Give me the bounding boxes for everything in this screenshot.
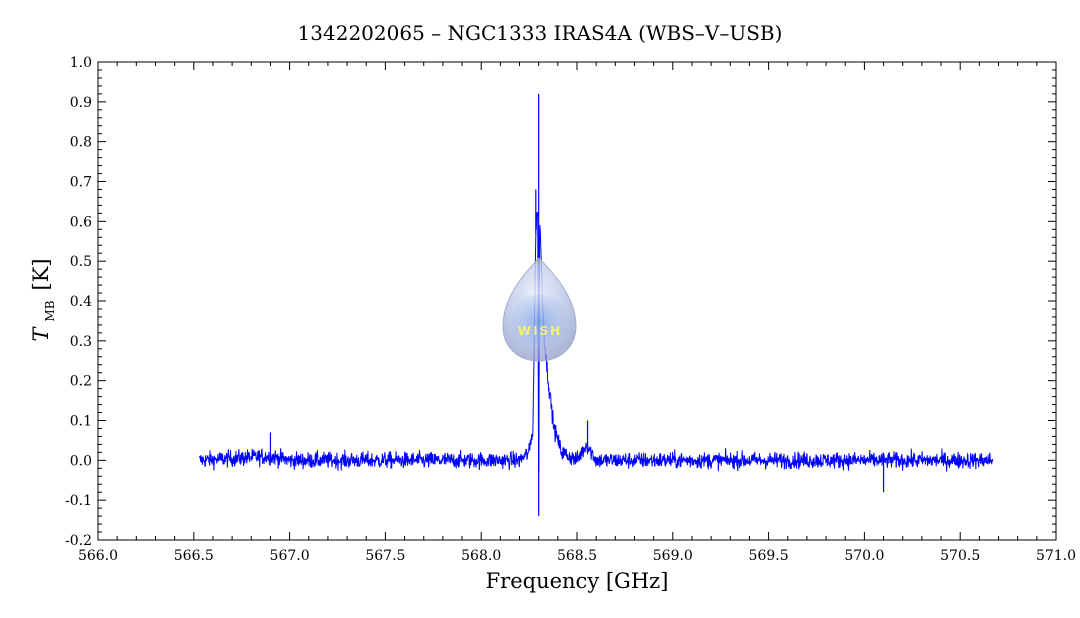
x-tick-label: 566.5: [174, 548, 214, 564]
spectrum-line: [199, 211, 994, 472]
svg-text:T MB [K]: T MB [K]: [29, 258, 58, 341]
x-tick-label: 569.5: [749, 548, 789, 564]
x-tick-label: 570.5: [940, 548, 980, 564]
x-tick-label: 566.0: [78, 548, 118, 564]
plot-area: [97, 61, 1057, 541]
y-tick-label: 0.2: [70, 374, 92, 390]
y-axis-label-unit: [K]: [29, 258, 53, 290]
y-tick-label: 0.9: [70, 95, 92, 111]
y-tick-label: 0.0: [70, 453, 92, 469]
x-tick-label: 568.0: [461, 548, 501, 564]
y-tick-label: -0.1: [65, 493, 92, 509]
y-tick-label: 0.3: [70, 334, 92, 350]
x-axis-label: Frequency [GHz]: [486, 569, 669, 593]
x-tick-label: 570.0: [844, 548, 884, 564]
x-tick-label: 567.5: [365, 548, 405, 564]
y-tick-label: 1.0: [70, 55, 92, 71]
chart-title: 1342202065 – NGC1333 IRAS4A (WBS–V–USB): [298, 21, 783, 45]
y-tick-label: 0.1: [70, 414, 92, 430]
y-tick-label: 0.6: [70, 214, 92, 230]
x-tick-label: 569.0: [653, 548, 693, 564]
series-layer: [199, 93, 994, 517]
logo-inner-globe: [511, 294, 567, 350]
y-tick-label: 0.4: [70, 294, 92, 310]
x-tick-label: 568.5: [557, 548, 597, 564]
y-axis-title: T MB [K]: [29, 258, 58, 341]
plot-frame: [97, 61, 1057, 541]
y-tick-label: 0.8: [70, 135, 92, 151]
y-tick-label: 0.5: [70, 254, 92, 270]
y-tick-label: -0.2: [65, 533, 92, 549]
y-axis-label-sub: MB: [43, 300, 57, 321]
logo-wordmark: WISH: [518, 324, 562, 338]
x-tick-label: 571.0: [1036, 548, 1076, 564]
x-axis-title: Frequency [GHz]: [486, 569, 669, 593]
y-tick-label: 0.7: [70, 175, 92, 191]
y-axis-label-main: T: [29, 326, 53, 342]
y-axis: -0.2 -0.1 0.0 0.1 0.2 0.3 0.4 0.5 0.6 0.7 0.8 0.9 1.…: [65, 55, 1056, 549]
wish-drop-logo: WISH: [502, 257, 577, 362]
x-tick-label: 567.0: [270, 548, 310, 564]
x-axis: 566.0 566.5 567.0 567.5 568.0 568.5 569.0 569.5…: [78, 62, 1076, 564]
